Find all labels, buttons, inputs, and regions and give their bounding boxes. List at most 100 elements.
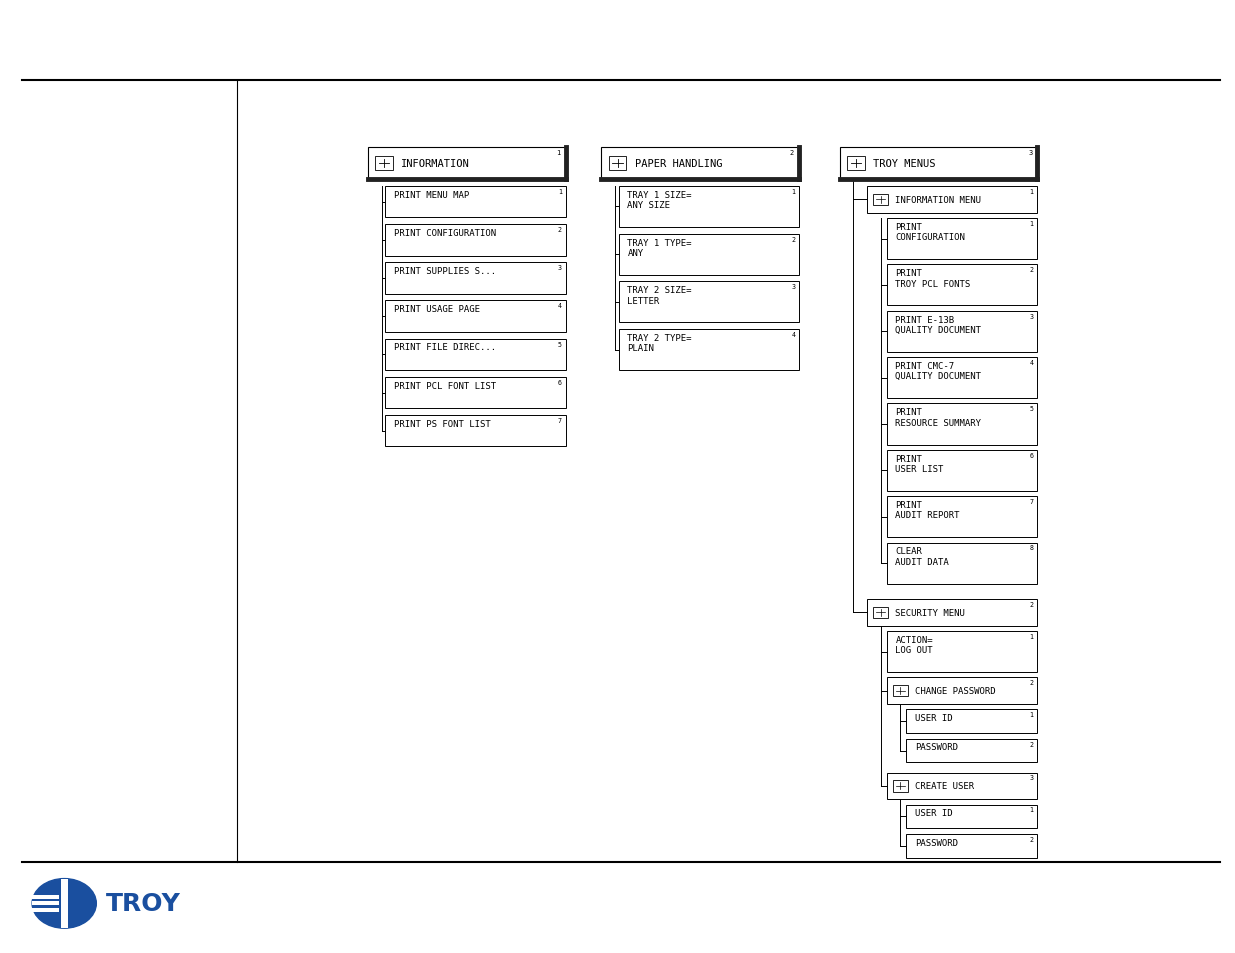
- Text: 3: 3: [1030, 314, 1034, 319]
- Text: PRINT CONFIGURATION: PRINT CONFIGURATION: [394, 229, 496, 237]
- Bar: [887, 357, 1037, 398]
- Text: TRAY 2 TYPE=
PLAIN: TRAY 2 TYPE= PLAIN: [627, 334, 692, 353]
- Text: ACTION=
LOG OUT: ACTION= LOG OUT: [895, 636, 932, 655]
- Bar: [32, 895, 59, 899]
- Bar: [609, 157, 626, 171]
- Bar: [873, 194, 888, 206]
- Bar: [887, 632, 1037, 673]
- Text: 2: 2: [558, 227, 562, 233]
- Text: PRINT E-13B
QUALITY DOCUMENT: PRINT E-13B QUALITY DOCUMENT: [895, 315, 982, 335]
- Text: 4: 4: [792, 332, 795, 337]
- Bar: [906, 710, 1037, 734]
- Text: CLEAR
AUDIT DATA: CLEAR AUDIT DATA: [895, 547, 950, 566]
- Text: 1: 1: [558, 189, 562, 194]
- Bar: [906, 834, 1037, 858]
- Text: 2: 2: [1030, 601, 1034, 607]
- Text: 2: 2: [1030, 740, 1034, 747]
- Bar: [32, 908, 59, 912]
- Text: 4: 4: [558, 303, 562, 309]
- Bar: [601, 148, 799, 180]
- Text: CHANGE PASSWORD: CHANGE PASSWORD: [915, 686, 995, 696]
- Text: PRINT MENU MAP: PRINT MENU MAP: [394, 191, 469, 199]
- Bar: [887, 219, 1037, 260]
- Text: PASSWORD: PASSWORD: [915, 742, 958, 752]
- Text: TRAY 1 SIZE=
ANY SIZE: TRAY 1 SIZE= ANY SIZE: [627, 191, 692, 210]
- Text: 5: 5: [1030, 406, 1034, 412]
- Text: 1: 1: [1030, 221, 1034, 227]
- Bar: [887, 678, 1037, 704]
- Text: TRAY 2 SIZE=
LETTER: TRAY 2 SIZE= LETTER: [627, 286, 692, 305]
- Text: 2: 2: [792, 236, 795, 242]
- Text: 2: 2: [1030, 267, 1034, 273]
- Bar: [867, 599, 1037, 626]
- Text: PRINT
AUDIT REPORT: PRINT AUDIT REPORT: [895, 500, 960, 520]
- Text: INFORMATION: INFORMATION: [401, 159, 471, 169]
- Bar: [385, 339, 566, 371]
- Text: 4: 4: [1030, 359, 1034, 366]
- Text: 3: 3: [558, 265, 562, 271]
- Bar: [385, 263, 566, 294]
- Text: 1: 1: [557, 150, 561, 155]
- Bar: [32, 902, 59, 905]
- Text: 1: 1: [1030, 634, 1034, 639]
- Bar: [867, 187, 1037, 213]
- Text: 3: 3: [1029, 150, 1032, 155]
- Text: 7: 7: [558, 417, 562, 423]
- Bar: [619, 330, 799, 371]
- Bar: [887, 265, 1037, 306]
- Text: 5: 5: [558, 341, 562, 347]
- Bar: [887, 543, 1037, 584]
- Text: 7: 7: [1030, 498, 1034, 504]
- Text: TROY: TROY: [106, 891, 182, 916]
- Text: PRINT USAGE PAGE: PRINT USAGE PAGE: [394, 305, 480, 314]
- Bar: [385, 301, 566, 333]
- Bar: [887, 404, 1037, 445]
- Text: 1: 1: [1030, 189, 1034, 194]
- Bar: [368, 148, 566, 180]
- Text: 6: 6: [1030, 453, 1034, 458]
- Bar: [887, 497, 1037, 537]
- Bar: [385, 416, 566, 447]
- Text: PRINT SUPPLIES S...: PRINT SUPPLIES S...: [394, 267, 496, 275]
- Text: 3: 3: [1030, 775, 1034, 781]
- Text: CREATE USER: CREATE USER: [915, 781, 974, 791]
- Text: 2: 2: [790, 150, 794, 155]
- Text: PRINT
CONFIGURATION: PRINT CONFIGURATION: [895, 223, 966, 242]
- Bar: [840, 148, 1037, 180]
- Text: PAPER HANDLING: PAPER HANDLING: [635, 159, 722, 169]
- Wedge shape: [64, 879, 96, 928]
- Text: PRINT CMC-7
QUALITY DOCUMENT: PRINT CMC-7 QUALITY DOCUMENT: [895, 361, 982, 381]
- Text: USER ID: USER ID: [915, 808, 952, 818]
- Bar: [619, 187, 799, 228]
- Text: PRINT
RESOURCE SUMMARY: PRINT RESOURCE SUMMARY: [895, 408, 982, 427]
- Text: 1: 1: [1030, 712, 1034, 718]
- Text: 2: 2: [1030, 836, 1034, 841]
- Bar: [887, 451, 1037, 492]
- Text: PRINT
USER LIST: PRINT USER LIST: [895, 455, 944, 474]
- Bar: [385, 377, 566, 409]
- Text: 6: 6: [558, 379, 562, 385]
- Bar: [385, 187, 566, 218]
- Bar: [847, 157, 864, 171]
- Bar: [906, 739, 1037, 762]
- Bar: [906, 804, 1037, 828]
- Text: TROY MENUS: TROY MENUS: [873, 159, 936, 169]
- Bar: [893, 781, 908, 792]
- Bar: [385, 225, 566, 256]
- Text: PRINT
TROY PCL FONTS: PRINT TROY PCL FONTS: [895, 269, 971, 289]
- Bar: [873, 607, 888, 618]
- Text: 3: 3: [792, 284, 795, 290]
- Text: TRAY 1 TYPE=
ANY: TRAY 1 TYPE= ANY: [627, 238, 692, 257]
- Text: INFORMATION MENU: INFORMATION MENU: [895, 195, 982, 205]
- Bar: [61, 879, 68, 928]
- Text: 8: 8: [1030, 545, 1034, 551]
- Bar: [887, 312, 1037, 353]
- Bar: [619, 282, 799, 323]
- Text: 1: 1: [1030, 806, 1034, 813]
- Text: PASSWORD: PASSWORD: [915, 838, 958, 846]
- Text: USER ID: USER ID: [915, 714, 952, 722]
- Bar: [619, 234, 799, 275]
- Text: SECURITY MENU: SECURITY MENU: [895, 608, 966, 618]
- Circle shape: [32, 879, 96, 928]
- Text: PRINT PCL FONT LIST: PRINT PCL FONT LIST: [394, 381, 496, 390]
